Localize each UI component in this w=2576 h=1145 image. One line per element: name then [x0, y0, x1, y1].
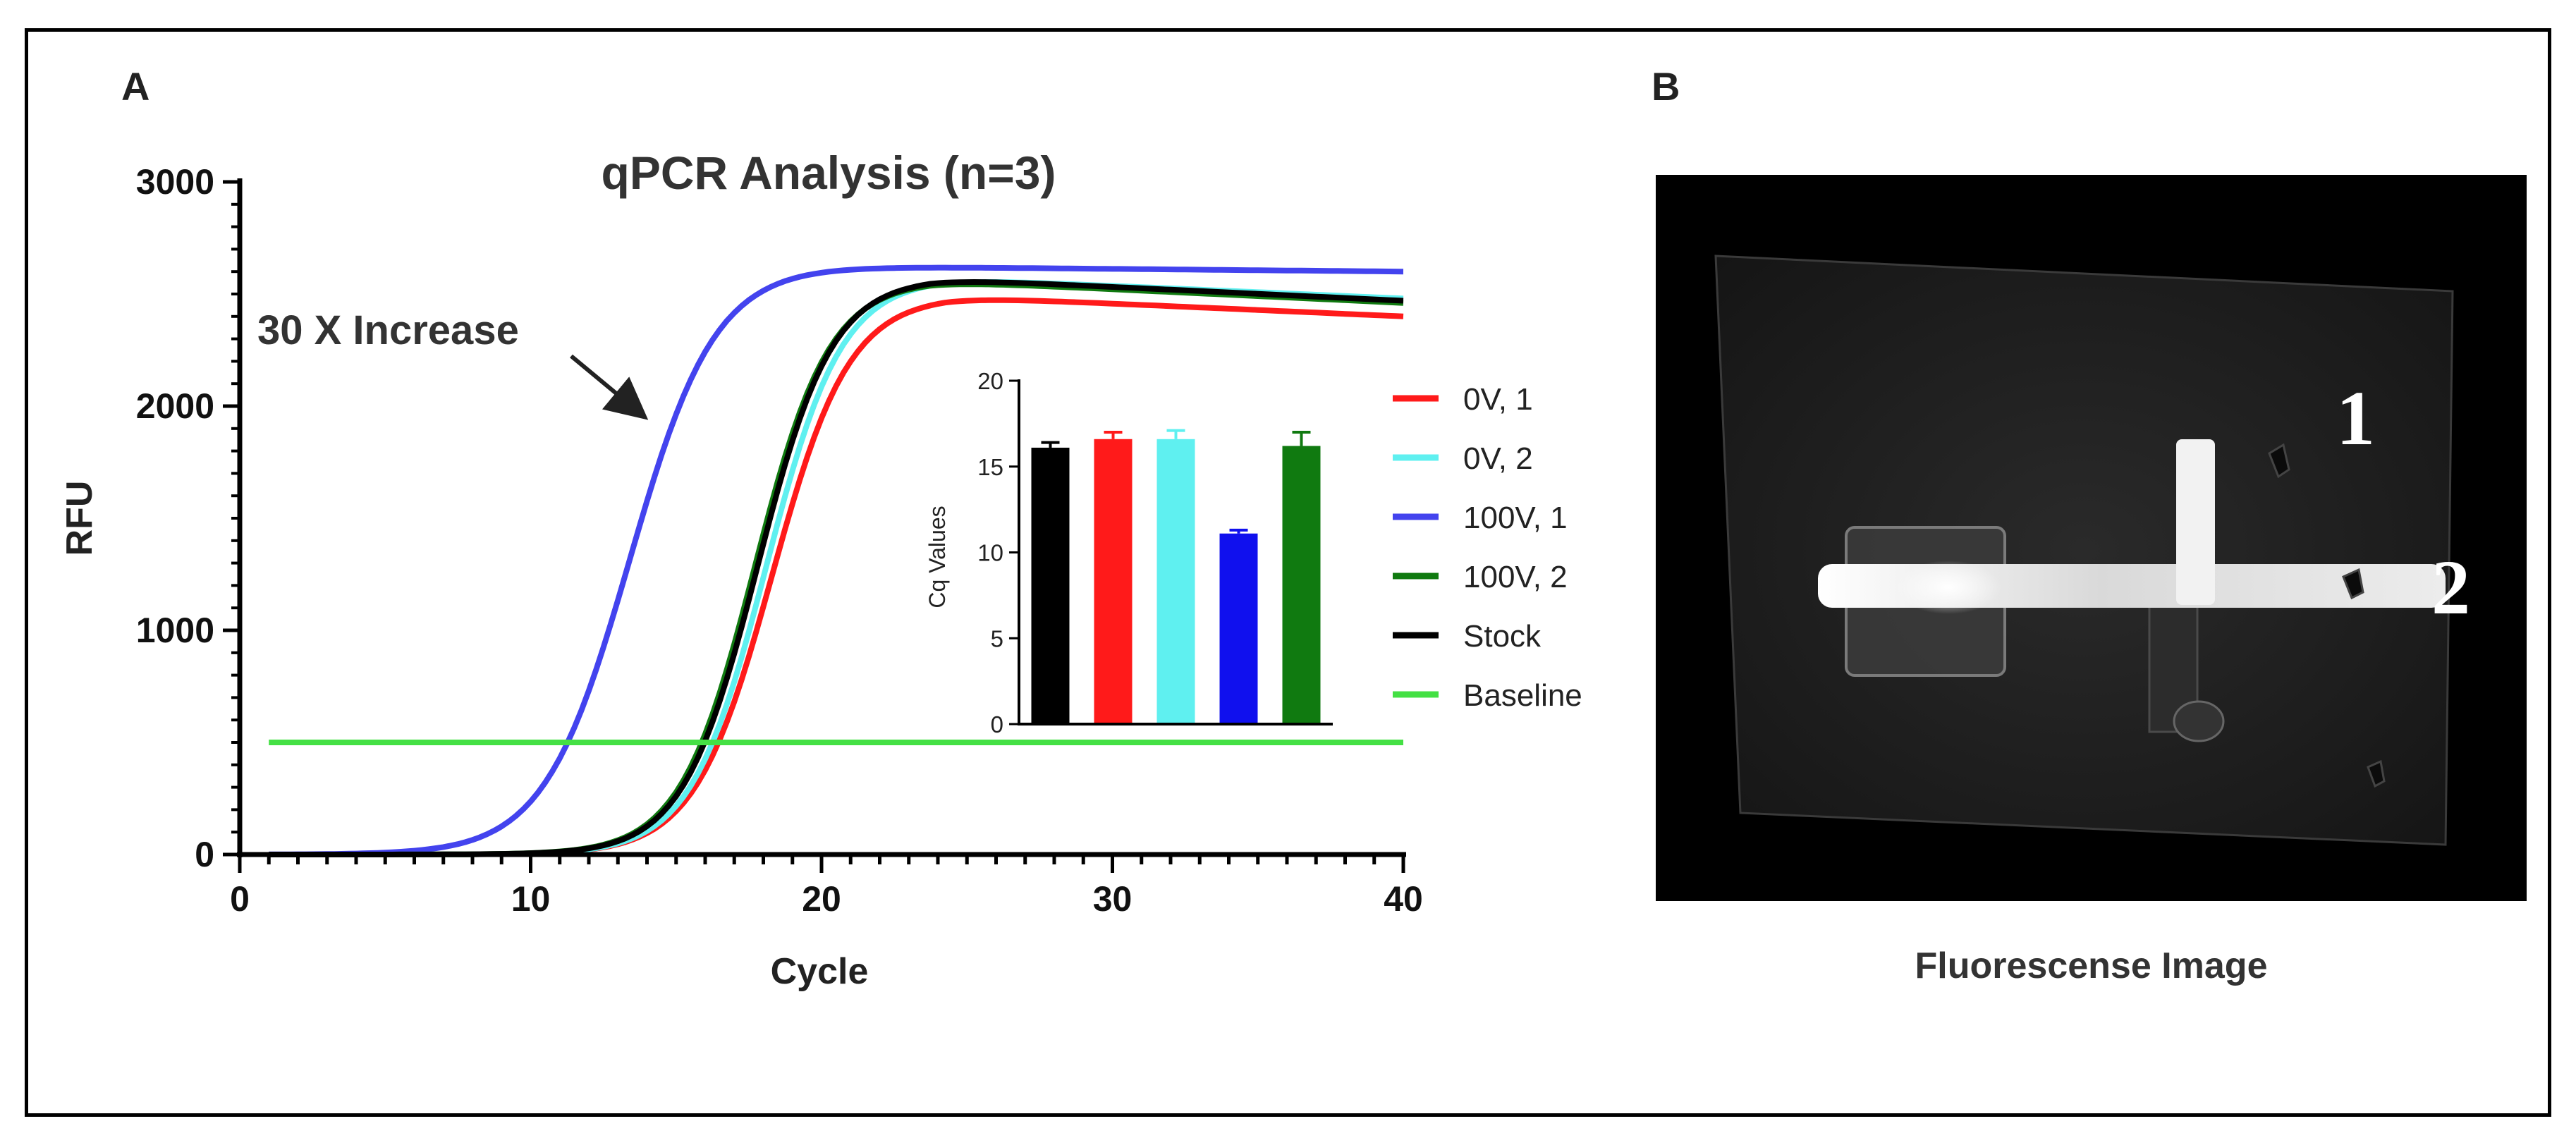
x-tick-label: 30 [1093, 879, 1133, 919]
chip-substrate [1714, 255, 2454, 846]
chart-title: qPCR Analysis (n=3) [602, 147, 1056, 199]
y-tick-label: 3000 [136, 162, 214, 202]
marker-mark-3 [2367, 759, 2386, 788]
inset-bar-chart: 0 5 10 15 20 Cq Values [924, 368, 1333, 737]
panel-a-label: A [121, 64, 150, 109]
inset-y-tick-label: 0 [991, 711, 1003, 737]
main-plot-area: qPCR Analysis (n=3) 0 10 20 30 40 0 1000 2000 300… [59, 147, 1423, 992]
inset-bar-1 [1094, 439, 1133, 724]
inset-bar-0 [1031, 447, 1070, 724]
inset-bar-2 [1156, 439, 1195, 724]
legend-label-4: Stock [1463, 619, 1542, 654]
inset-y-axis-title: Cq Values [924, 506, 950, 608]
annotation-arrow [570, 354, 649, 420]
series-line-2 [269, 264, 1404, 857]
y-tick-label: 0 [195, 835, 214, 874]
fluorescence-image: 1 2 [1656, 175, 2527, 901]
chart-legend: 0V, 1 0V, 2 100V, 1 100V, 2 Stock Baseline [1393, 382, 1582, 713]
fluorescence-caption: Fluorescense Image [1915, 945, 2268, 986]
marker-mark-2 [2342, 568, 2364, 600]
legend-label-2: 100V, 1 [1463, 501, 1568, 535]
legend-label-3: 100V, 2 [1463, 560, 1568, 594]
inset-y-tick-label: 10 [977, 540, 1003, 566]
legend-label-5: Baseline [1463, 678, 1582, 713]
x-tick-label: 40 [1384, 879, 1423, 919]
x-tick-label: 10 [511, 879, 551, 919]
x-axis-title: Cycle [771, 951, 869, 992]
inset-bar-3 [1219, 533, 1258, 724]
y-axis-title: RFU [59, 481, 100, 556]
panel-b-label: B [1652, 64, 1680, 109]
x-tick-label: 20 [802, 879, 841, 919]
vertical-channel [2176, 439, 2215, 605]
y-tick-label: 1000 [136, 611, 214, 650]
marker-mark-1 [2268, 443, 2290, 479]
x-tick-label: 0 [230, 879, 250, 919]
y-tick-label: 2000 [136, 386, 214, 426]
channel-label-2: 2 [2431, 544, 2470, 630]
legend-label-0: 0V, 1 [1463, 382, 1533, 417]
bright-spot [1896, 561, 2001, 614]
figure-frame [25, 28, 2551, 1117]
inset-y-tick-label: 20 [977, 368, 1003, 394]
annotation-text: 30 X Increase [257, 307, 519, 353]
legend-label-1: 0V, 2 [1463, 441, 1533, 476]
inset-y-tick-label: 15 [977, 454, 1003, 480]
inset-y-tick-label: 5 [991, 625, 1003, 651]
port-circle [2173, 700, 2225, 742]
inset-bar-4 [1282, 446, 1321, 724]
channel-label-1: 1 [2336, 375, 2375, 461]
